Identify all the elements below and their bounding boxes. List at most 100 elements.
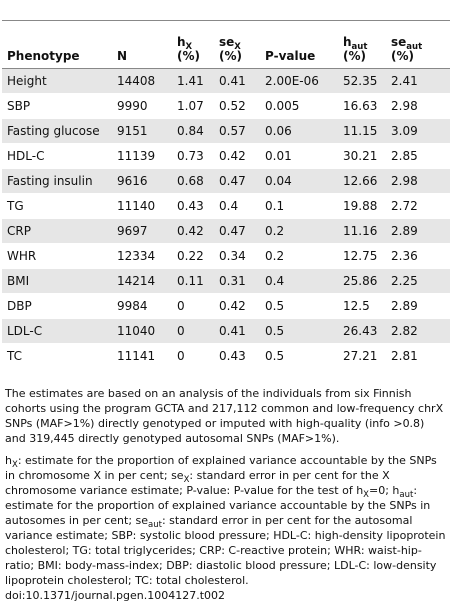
table-cell: 11.15 [338,118,386,144]
table-cell: 2.72 [386,193,450,219]
table-cell: 0.68 [172,168,214,194]
table-row: LDL-C 11040 0 0.41 0.5 26.43 2.82 [2,318,450,344]
row-label: LDL-C [2,318,112,344]
table-cell: 0.04 [260,168,338,194]
text-segment: =0; h [369,484,400,497]
row-label: CRP [2,218,112,244]
row-label: Height [2,68,112,94]
subscript: aut [148,520,162,530]
table-cell: 0.22 [172,243,214,269]
subscript: X [185,42,193,52]
row-label: TG [2,193,112,219]
table-cell: 11.16 [338,218,386,244]
column-header: seaut (%) [386,21,450,69]
text-segment: : estimate for the proportion of explain… [5,454,437,482]
text-segment: se [391,35,407,49]
table-cell: 0.41 [214,318,260,344]
table-cell: 12334 [112,243,172,269]
table-cell: 0.42 [214,143,260,169]
table-row: Height 14408 1.41 0.41 2.00E-06 52.35 2.41 [2,68,450,94]
table-row: HDL-C 11139 0.73 0.42 0.01 30.21 2.85 [2,143,450,169]
table-row: SBP 9990 1.07 0.52 0.005 16.63 2.98 [2,93,450,119]
table-cell: 11141 [112,343,172,369]
table-cell: 2.82 [386,318,450,344]
subscript: aut [399,490,414,500]
text-segment: (%) [177,49,200,63]
table-cell: 0.47 [214,168,260,194]
row-label: WHR [2,243,112,269]
table-cell: 26.43 [338,318,386,344]
table-cell: 0.11 [172,268,214,294]
table-cell: 9616 [112,168,172,194]
text-segment: (%) [343,49,366,63]
table-cell: 0.34 [214,243,260,269]
table-cell: 0.73 [172,143,214,169]
table-cell: 2.98 [386,168,450,194]
table-cell: 2.41 [386,68,450,94]
text-segment: N [117,49,128,63]
table-row: Fasting glucose 9151 0.84 0.57 0.06 11.15 3.09 [2,118,450,144]
subscript: X [234,42,241,52]
table-cell: 0.005 [260,93,338,119]
table-row: TC 11141 0 0.43 0.5 27.21 2.81 [2,343,450,369]
text-segment: doi:10.1371/journal.pgen.1004127.t002 [5,589,226,602]
table-cell: 14408 [112,68,172,94]
text-segment: (%) [391,49,414,63]
table-cell: 2.25 [386,268,450,294]
row-label: TC [2,343,112,369]
table-cell: 11140 [112,193,172,219]
column-header: haut (%) [338,21,386,69]
table-cell: 12.75 [338,243,386,269]
table-row: WHR 12334 0.22 0.34 0.2 12.75 2.36 [2,243,450,269]
row-label: DBP [2,293,112,319]
table-cell: 9697 [112,218,172,244]
table-cell: 0.4 [214,193,260,219]
table-cell: 0.1 [260,193,338,219]
table-cell: 0.31 [214,268,260,294]
footnote: The estimates are based on an analysis o… [5,386,447,446]
table-cell: 0.4 [260,268,338,294]
table-cell: 11139 [112,143,172,169]
table-row: CRP 9697 0.42 0.47 0.2 11.16 2.89 [2,218,450,244]
text-segment: P-value [265,49,316,63]
text-segment: The estimates are based on an analysis o… [5,387,444,445]
text-segment: se [219,35,235,49]
text-segment: h [343,35,352,49]
table-cell: 14214 [112,268,172,294]
footnote: doi:10.1371/journal.pgen.1004127.t002 [5,588,447,603]
text-segment: (%) [219,49,242,63]
table-cell: 0.06 [260,118,338,144]
table-row: BMI 14214 0.11 0.31 0.4 25.86 2.25 [2,268,450,294]
table-cell: 2.98 [386,93,450,119]
table-cell: 2.00E-06 [260,68,338,94]
table-cell: 0.5 [260,318,338,344]
table-cell: 0.41 [214,68,260,94]
text-segment: h [5,454,12,467]
table-cell: 0.47 [214,218,260,244]
table-row: DBP 9984 0 0.42 0.5 12.5 2.89 [2,293,450,319]
table-cell: 3.09 [386,118,450,144]
column-header: seX (%) [214,21,260,69]
table-cell: 2.85 [386,143,450,169]
subscript: X [11,460,18,470]
table-cell: 2.81 [386,343,450,369]
row-label: Fasting insulin [2,168,112,194]
subscript: aut [406,42,423,52]
row-label: Fasting glucose [2,118,112,144]
table-cell: 1.41 [172,68,214,94]
table-cell: 25.86 [338,268,386,294]
table-cell: 0 [172,293,214,319]
subscript: X [183,475,190,485]
table-cell: 9984 [112,293,172,319]
table-cell: 0.5 [260,293,338,319]
footnotes: The estimates are based on an analysis o… [5,386,447,610]
table-row: TG 11140 0.43 0.4 0.1 19.88 2.72 [2,193,450,219]
column-header: Phenotype [2,21,112,69]
row-label: BMI [2,268,112,294]
table-cell: 0 [172,318,214,344]
table-cell: 0.01 [260,143,338,169]
